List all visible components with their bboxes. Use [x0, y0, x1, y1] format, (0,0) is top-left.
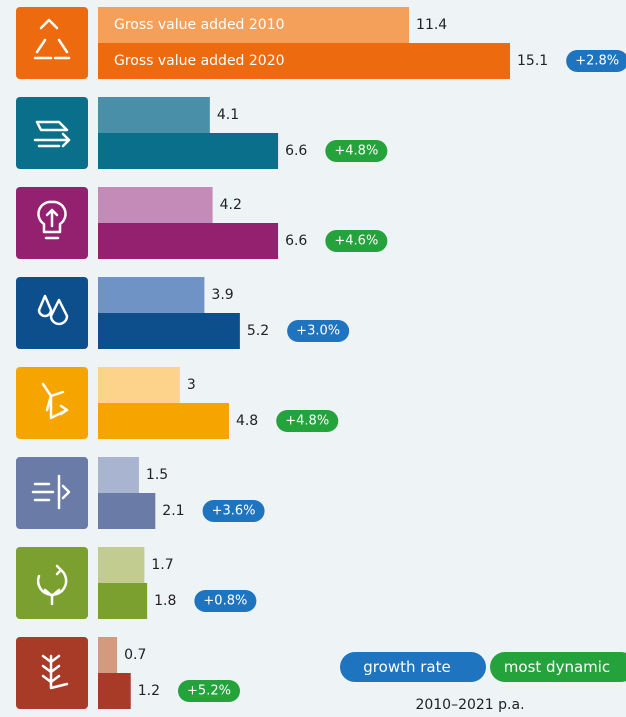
bar	[98, 403, 229, 439]
bar	[98, 457, 139, 493]
growth-badge	[566, 50, 626, 72]
bar	[98, 493, 156, 529]
icon-glyph	[33, 120, 71, 148]
bar	[98, 223, 279, 259]
icon	[33, 120, 71, 148]
growth-badge	[325, 230, 388, 252]
growth-label: +4.6%	[334, 234, 378, 249]
icon	[37, 200, 67, 240]
growth-badge	[202, 500, 265, 522]
bar	[98, 367, 180, 403]
bar	[98, 7, 410, 43]
value-label: 15.1	[517, 53, 548, 69]
value-label: 3.9	[211, 287, 233, 303]
value-label: 1.8	[154, 593, 176, 609]
icon-glyph	[41, 382, 69, 420]
icon-glyph	[41, 654, 69, 690]
series-label: Gross value added 2020	[114, 53, 285, 69]
icon-glyph	[33, 18, 71, 60]
icon	[41, 654, 69, 690]
icon-glyph	[31, 474, 71, 510]
growth-badge	[287, 320, 350, 342]
value-label: 5.2	[247, 323, 269, 339]
legend-label: growth rate	[363, 658, 450, 676]
value-label: 4.1	[217, 107, 239, 123]
growth-badge	[194, 590, 257, 612]
growth-label: +2.8%	[575, 54, 619, 69]
icon-box	[16, 547, 88, 619]
icon	[41, 382, 69, 420]
icon	[33, 18, 71, 60]
icon	[31, 474, 71, 510]
growth-label: +3.0%	[296, 324, 340, 339]
icon	[37, 294, 69, 326]
footnote: 2010–2021 p.a.	[415, 697, 524, 713]
value-label: 1.5	[146, 467, 168, 483]
value-label: 6.6	[285, 143, 307, 159]
icon-glyph	[37, 200, 67, 240]
icon-box	[16, 97, 88, 169]
legend-pill	[340, 652, 486, 682]
growth-label: +0.8%	[203, 594, 247, 609]
value-label: 1.2	[138, 683, 160, 699]
growth-badge	[276, 410, 339, 432]
value-label: 0.7	[124, 647, 146, 663]
icon-box	[16, 7, 88, 79]
bar	[98, 583, 148, 619]
series-label: Gross value added 2010	[114, 17, 285, 33]
bar	[98, 547, 145, 583]
icon-glyph	[36, 564, 68, 606]
value-label: 4.2	[220, 197, 242, 213]
value-label: 6.6	[285, 233, 307, 249]
legend-pill	[490, 652, 626, 682]
value-label: 4.8	[236, 413, 258, 429]
bar	[98, 277, 205, 313]
bar	[98, 133, 279, 169]
value-label: 3	[187, 377, 196, 393]
icon	[36, 564, 68, 606]
bar	[98, 673, 131, 709]
growth-badge	[325, 140, 388, 162]
value-label: 2.1	[162, 503, 184, 519]
bar	[98, 187, 213, 223]
bar	[98, 313, 240, 349]
growth-label: +3.6%	[212, 504, 256, 519]
value-label: 1.7	[151, 557, 173, 573]
icon-glyph	[37, 294, 69, 326]
value-label: 11.4	[416, 17, 447, 33]
bar	[98, 97, 210, 133]
growth-label: +4.8%	[285, 414, 329, 429]
bar	[98, 637, 118, 673]
growth-label: +5.2%	[187, 684, 231, 699]
legend-label: most dynamic	[504, 658, 610, 676]
growth-badge	[178, 680, 241, 702]
growth-label: +4.8%	[334, 144, 378, 159]
bar	[98, 43, 510, 79]
